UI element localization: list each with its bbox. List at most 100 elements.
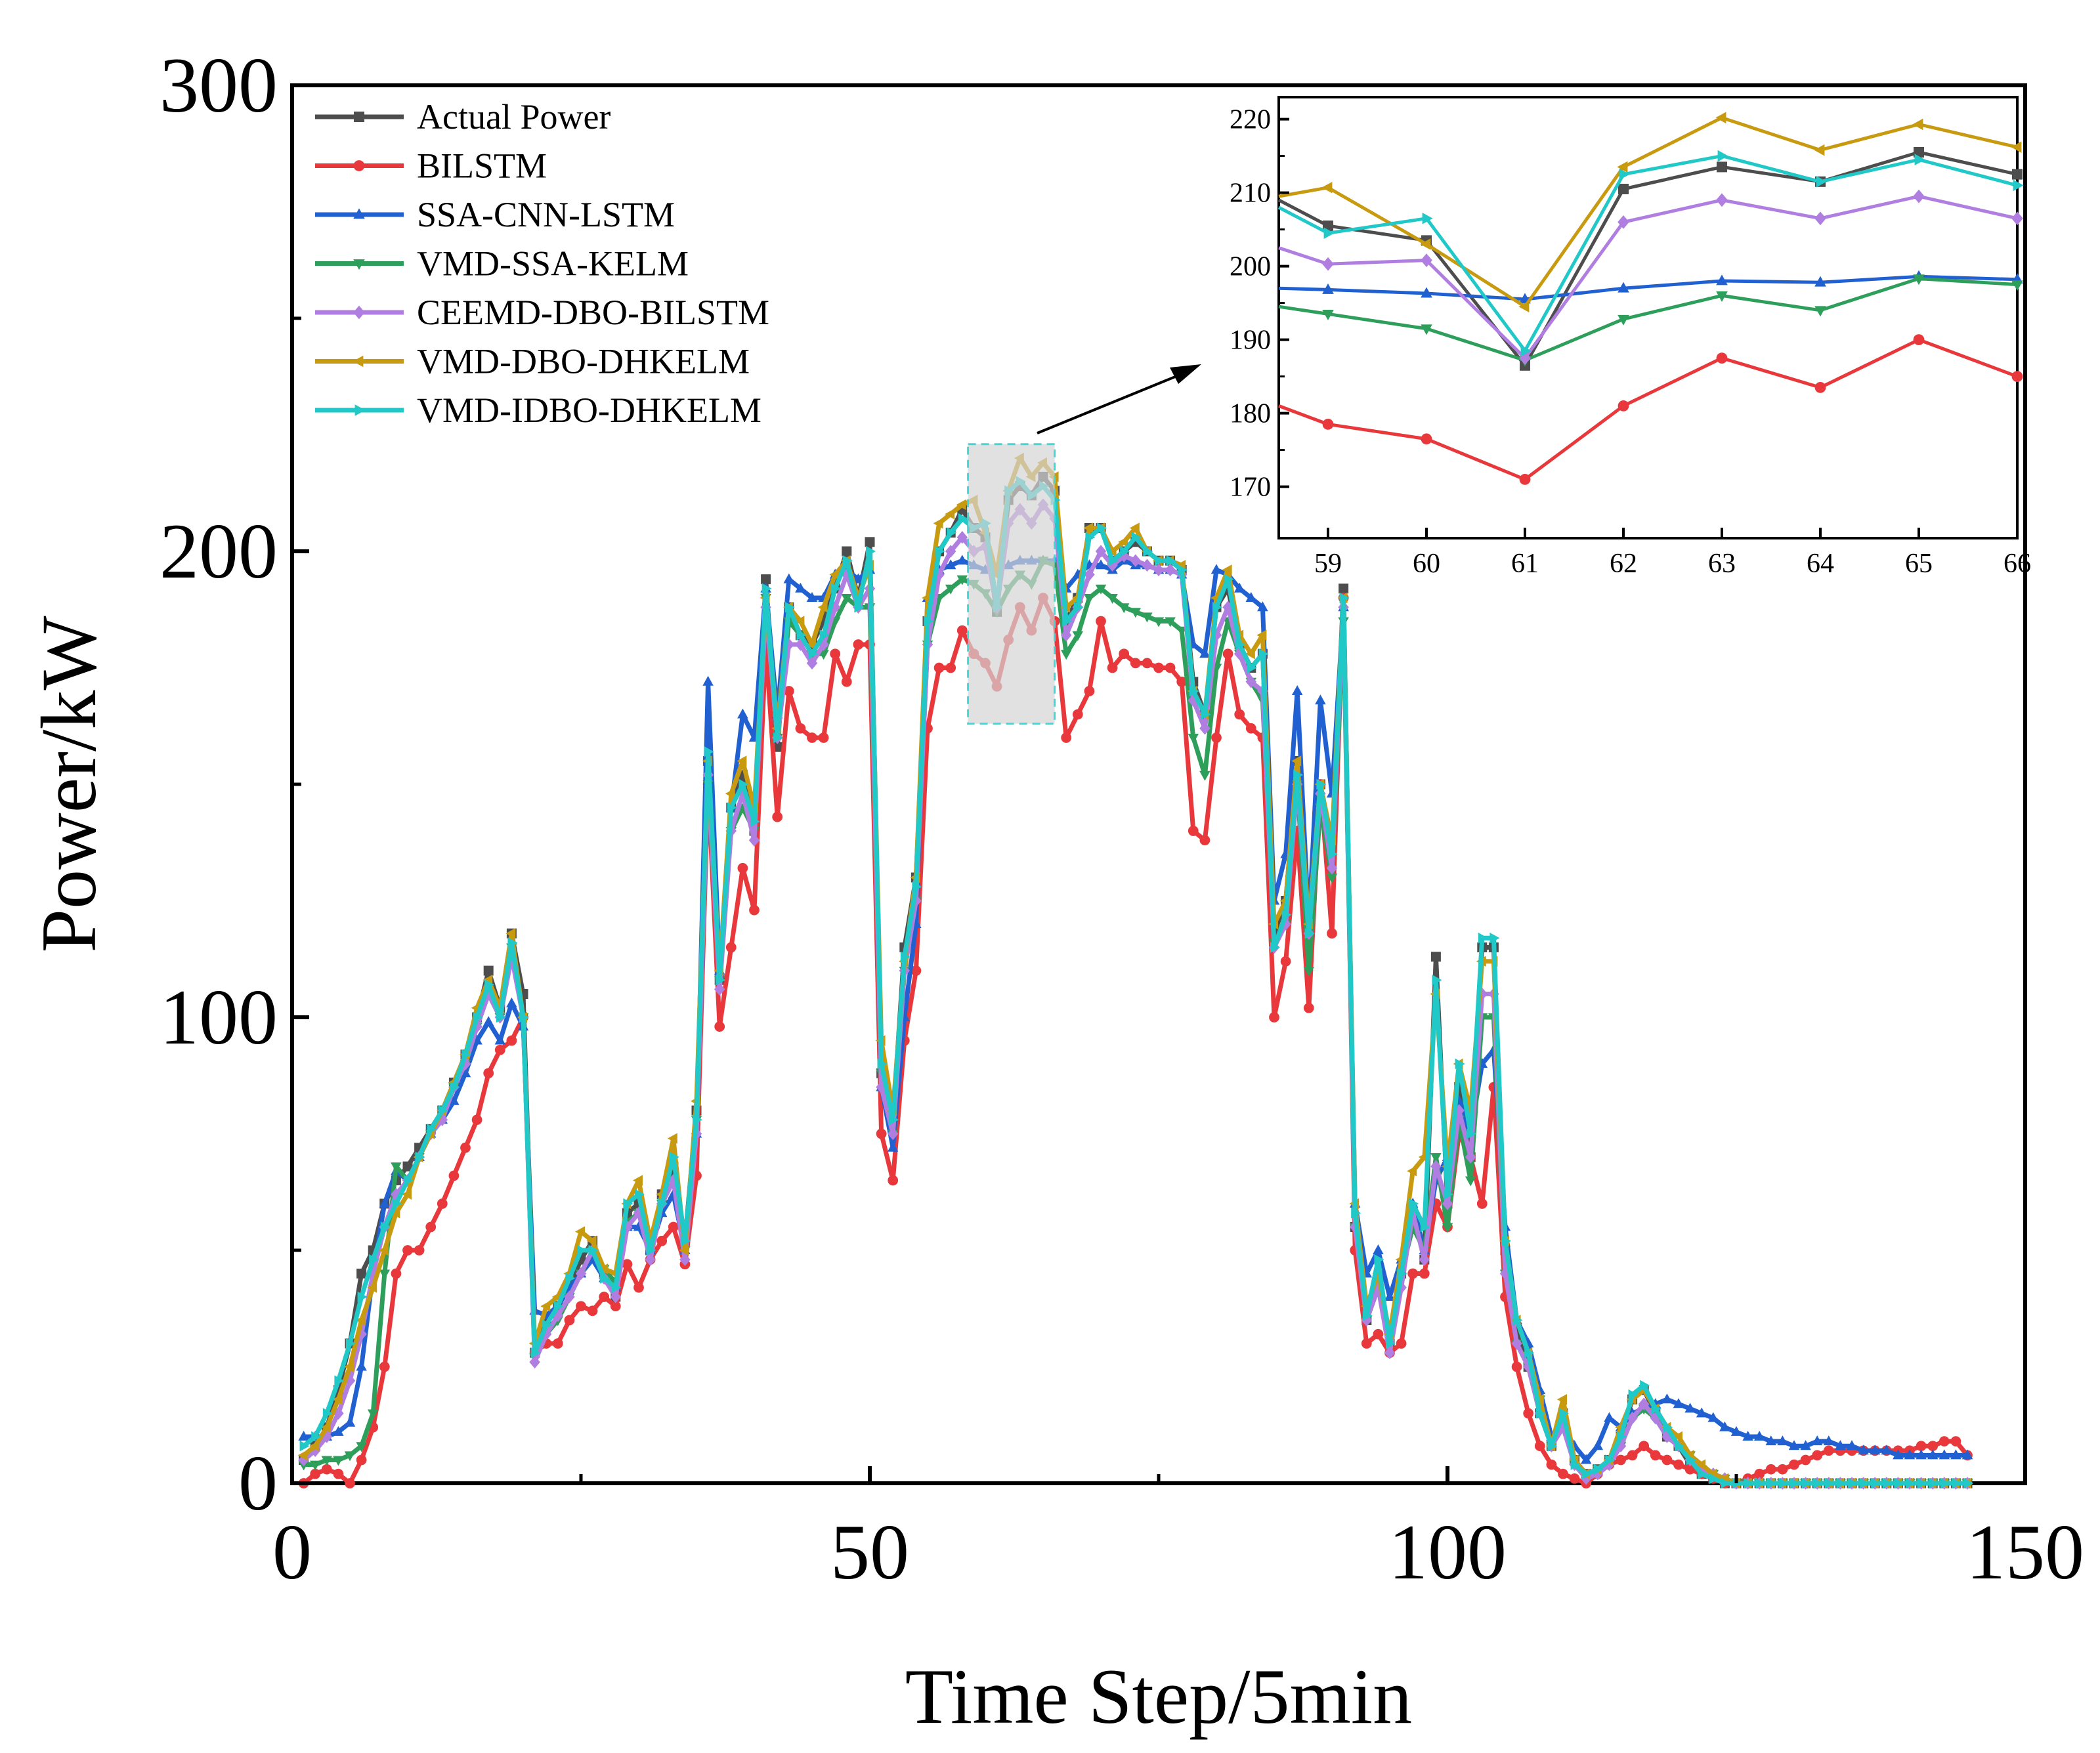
point-vmd-idbo-dhkelm: [1316, 778, 1327, 790]
point-bilstm: [1684, 1464, 1696, 1475]
point-ceemd-dbo-bilstm: [1199, 722, 1211, 735]
point-ssa-cnn-lstm: [783, 573, 795, 583]
main-plot-area: 0 50 100 150 0 100 200 300: [160, 41, 2084, 1595]
point-bilstm: [807, 732, 817, 743]
legend-swatch-marker: [353, 259, 365, 270]
point-ssa-cnn-lstm: [1961, 1449, 1973, 1460]
legend-swatch-marker: [353, 355, 364, 368]
point-ssa-cnn-lstm: [1373, 1244, 1384, 1254]
point-vmd-idbo-dhkelm: [380, 1221, 391, 1233]
point-bilstm: [1211, 732, 1222, 743]
point-bilstm: [668, 1221, 679, 1233]
point-vmd-idbo-dhkelm: [1952, 1477, 1962, 1489]
inset-point-ceemd-dbo-bilstm: [2011, 211, 2023, 226]
point-ceemd-dbo-bilstm: [1511, 1337, 1522, 1350]
series-line-actual-power: [301, 474, 1967, 1486]
point-vmd-idbo-dhkelm: [1605, 1454, 1616, 1466]
point-vmd-idbo-dhkelm: [1281, 909, 1292, 921]
point-vmd-idbo-dhkelm: [877, 1058, 888, 1070]
point-vmd-idbo-dhkelm: [1328, 849, 1338, 860]
legend-item-ceemd-dbo-bilstm: CEEMD-DBO-BILSTM: [315, 293, 769, 332]
point-vmd-ssa-kelm: [1442, 1223, 1453, 1233]
point-vmd-idbo-dhkelm: [1894, 1477, 1904, 1489]
point-ssa-cnn-lstm: [1904, 1449, 1916, 1460]
point-vmd-idbo-dhkelm: [461, 1049, 471, 1061]
point-vmd-idbo-dhkelm: [357, 1291, 368, 1303]
point-vmd-ssa-kelm: [321, 1456, 333, 1466]
point-bilstm: [749, 904, 760, 916]
point-ssa-cnn-lstm: [1291, 685, 1303, 695]
x-axis-title: Time Step/5min: [905, 1653, 1412, 1740]
point-vmd-dbo-dhkelm: [1673, 1431, 1682, 1443]
inset-point-vmd-ssa-kelm: [2011, 280, 2023, 291]
point-ssa-cnn-lstm: [1916, 1449, 1927, 1460]
inset-point-vmd-dbo-dhkelm: [1321, 181, 1333, 194]
legend-label: BILSTM: [417, 146, 547, 186]
point-vmd-idbo-dhkelm: [1131, 532, 1142, 543]
legend-label: VMD-DBO-DHKELM: [417, 342, 750, 381]
point-ssa-cnn-lstm: [1893, 1449, 1904, 1460]
point-bilstm: [737, 862, 748, 874]
inset-point-bilstm: [1322, 419, 1334, 430]
point-bilstm: [853, 639, 864, 650]
point-bilstm: [576, 1301, 586, 1312]
point-vmd-idbo-dhkelm: [1744, 1477, 1754, 1489]
point-vmd-ssa-kelm: [956, 575, 968, 585]
inset-point-bilstm: [1913, 334, 1925, 345]
inset-series-actual-power: [1277, 147, 2023, 371]
point-bilstm: [333, 1468, 344, 1479]
inset-point-vmd-idbo-dhkelm: [1717, 150, 1728, 162]
point-ssa-cnn-lstm: [1939, 1449, 1950, 1460]
point-vmd-ssa-kelm: [1153, 617, 1165, 627]
point-actual-power: [483, 965, 494, 976]
point-bilstm: [876, 1128, 887, 1139]
inset-point-ceemd-dbo-bilstm: [1322, 257, 1334, 271]
inset-plot-frame: [1277, 96, 2019, 539]
point-ceemd-dbo-bilstm: [945, 545, 956, 558]
point-bilstm: [1199, 835, 1211, 846]
inset-point-vmd-idbo-dhkelm: [1619, 168, 1630, 180]
point-ssa-cnn-lstm: [1233, 582, 1245, 593]
point-vmd-idbo-dhkelm: [1675, 1440, 1684, 1452]
inset-series-ceemd-dbo-bilstm: [1278, 189, 2023, 365]
point-vmd-idbo-dhkelm: [1848, 1477, 1858, 1489]
point-vmd-idbo-dhkelm: [900, 951, 911, 962]
point-vmd-idbo-dhkelm: [1617, 1431, 1627, 1443]
point-vmd-idbo-dhkelm: [369, 1254, 379, 1265]
point-bilstm: [830, 648, 841, 660]
legend-label: SSA-CNN-LSTM: [417, 195, 675, 234]
point-vmd-idbo-dhkelm: [1270, 942, 1280, 953]
point-bilstm: [1650, 1450, 1661, 1461]
point-vmd-idbo-dhkelm: [912, 881, 922, 893]
inset-point-actual-power: [1618, 184, 1629, 194]
inset-point-vmd-idbo-dhkelm: [1323, 227, 1335, 239]
point-vmd-dbo-dhkelm: [956, 499, 966, 511]
point-bilstm: [1234, 709, 1245, 720]
inset-y-tick-label: 220: [1230, 105, 1271, 135]
point-bilstm: [956, 625, 968, 636]
point-ceemd-dbo-bilstm: [1326, 862, 1338, 875]
point-vmd-idbo-dhkelm: [958, 513, 968, 524]
point-ceemd-dbo-bilstm: [956, 530, 968, 544]
point-actual-power: [1430, 952, 1441, 962]
point-bilstm: [1303, 1002, 1314, 1013]
point-ceemd-dbo-bilstm: [887, 1127, 899, 1141]
point-vmd-dbo-dhkelm: [1256, 629, 1267, 641]
point-bilstm: [564, 1315, 575, 1326]
point-bilstm: [402, 1245, 413, 1256]
point-bilstm: [1407, 1268, 1419, 1279]
point-vmd-idbo-dhkelm: [1073, 601, 1084, 613]
point-vmd-idbo-dhkelm: [1535, 1408, 1546, 1419]
point-vmd-idbo-dhkelm: [1790, 1477, 1800, 1489]
point-bilstm: [1569, 1473, 1580, 1484]
point-ssa-cnn-lstm: [1095, 559, 1107, 570]
point-bilstm: [483, 1068, 494, 1079]
point-vmd-idbo-dhkelm: [623, 1198, 633, 1210]
inset-x-tick-label: 64: [1807, 549, 1834, 579]
point-bilstm: [1142, 658, 1153, 669]
inset-x-tick-label: 59: [1314, 549, 1342, 579]
legend-label: VMD-SSA-KELM: [417, 244, 689, 284]
point-vmd-dbo-dhkelm: [1245, 648, 1255, 660]
point-bilstm: [356, 1454, 367, 1466]
point-bilstm: [460, 1142, 471, 1153]
